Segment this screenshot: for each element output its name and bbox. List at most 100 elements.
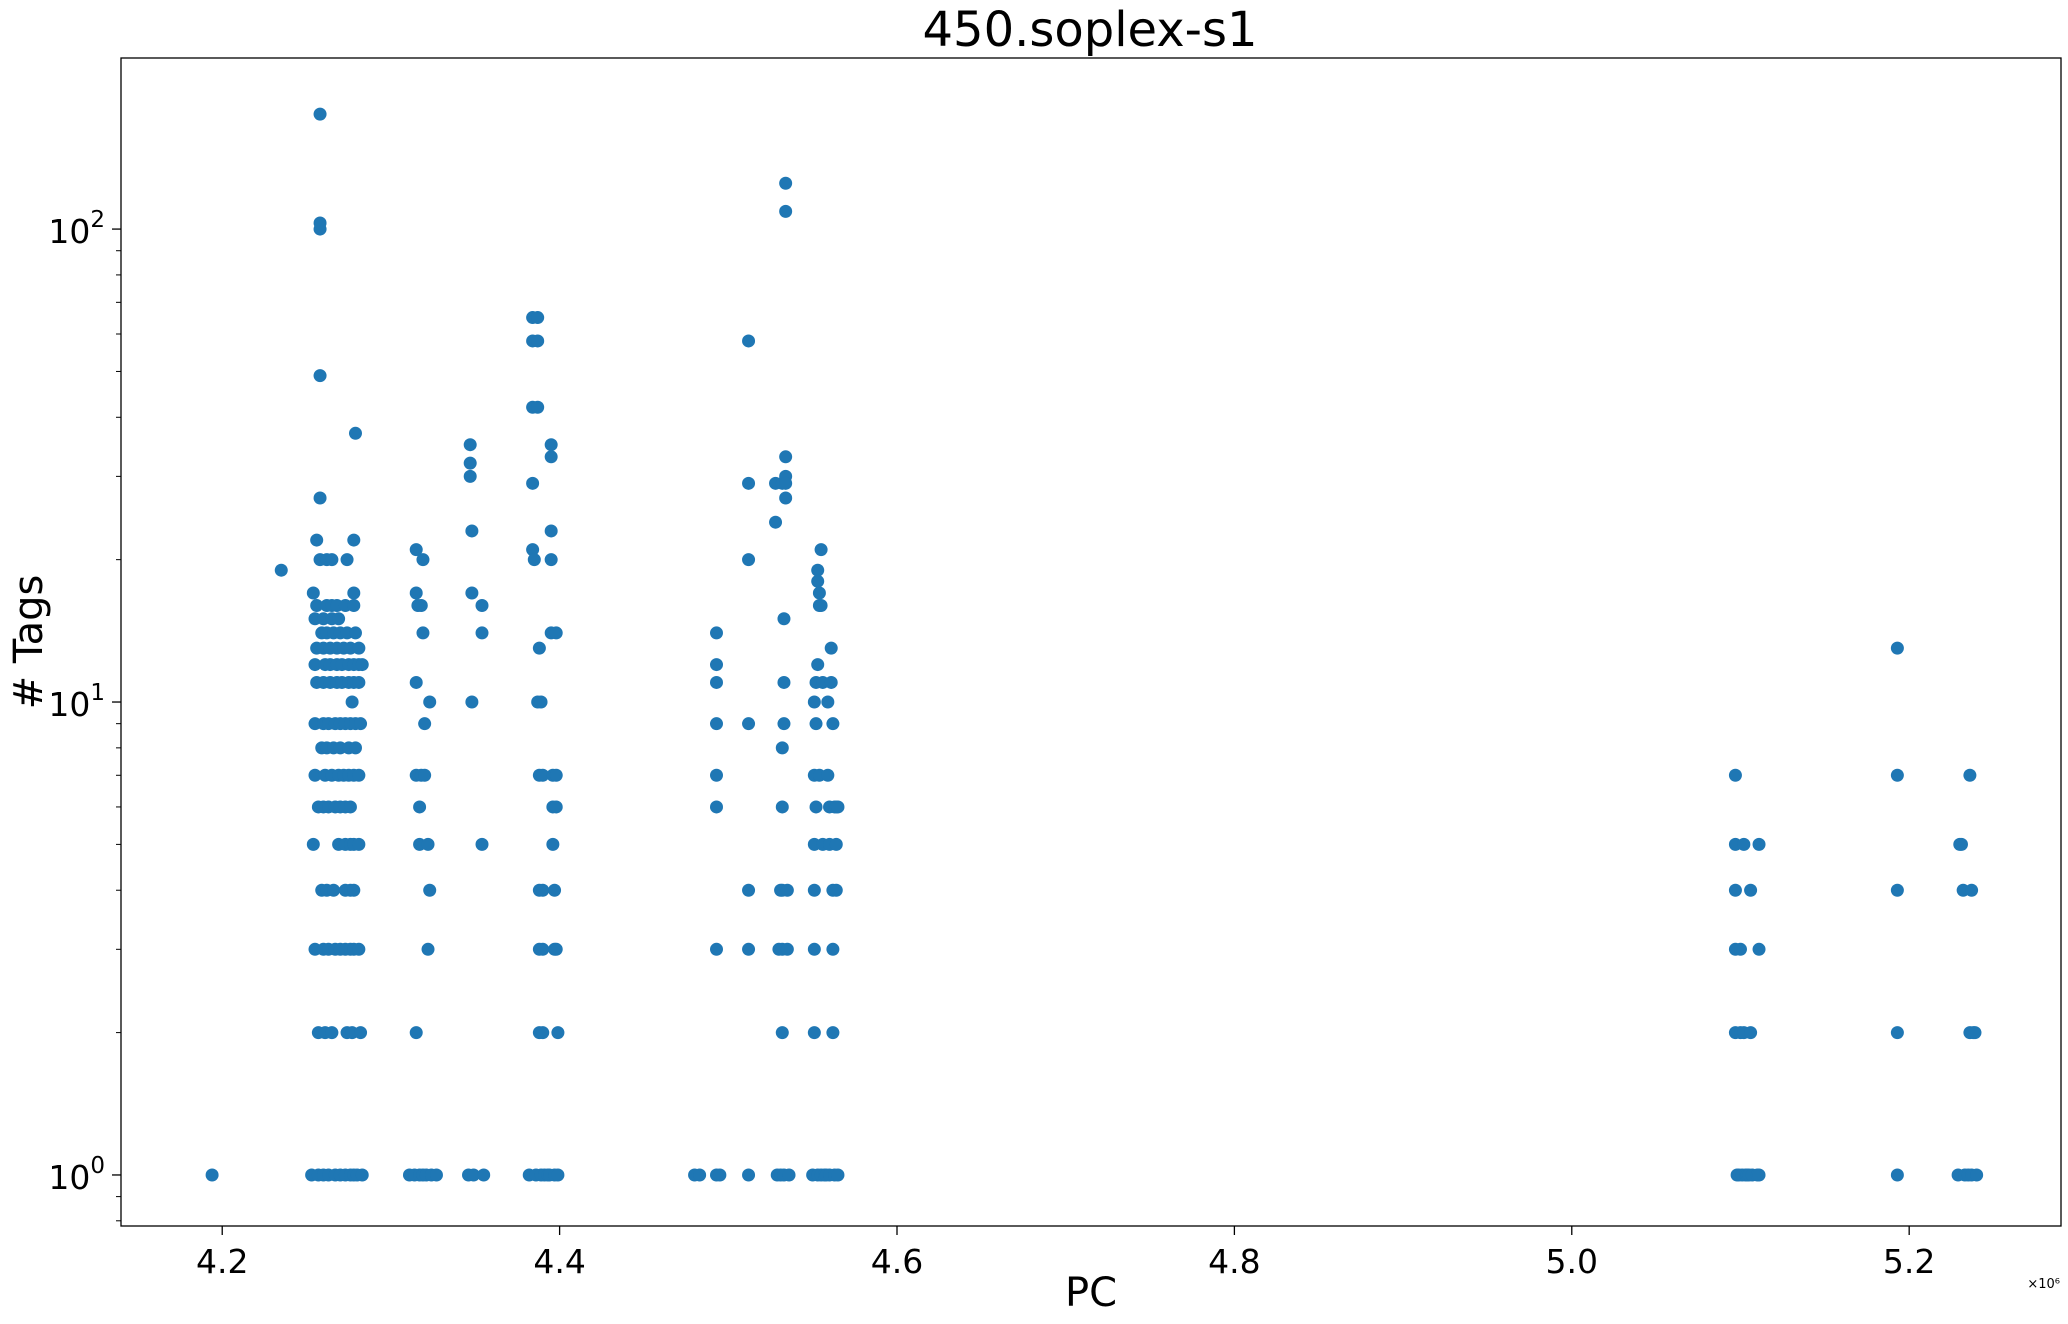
- x-tick-label: 4.6: [871, 1242, 923, 1281]
- data-point: [421, 942, 435, 956]
- data-point: [544, 553, 558, 567]
- data-point: [775, 1026, 789, 1040]
- data-point: [1968, 1026, 1982, 1040]
- data-point: [325, 553, 339, 567]
- data-point: [775, 800, 789, 814]
- data-point: [308, 768, 322, 782]
- data-point: [779, 491, 793, 505]
- data-point: [814, 598, 828, 612]
- data-point: [313, 491, 327, 505]
- data-point: [549, 800, 563, 814]
- data-point: [347, 883, 361, 897]
- data-point: [306, 837, 320, 851]
- data-point: [409, 543, 423, 557]
- data-point: [465, 524, 479, 538]
- y-tick-label: 101: [48, 680, 105, 724]
- data-point: [811, 658, 825, 672]
- data-point: [343, 800, 357, 814]
- data-point: [1737, 837, 1751, 851]
- data-point: [418, 717, 432, 731]
- data-point: [742, 717, 756, 731]
- data-point: [1963, 768, 1977, 782]
- data-point: [416, 626, 430, 640]
- data-point: [742, 476, 756, 490]
- data-point: [274, 563, 288, 577]
- data-point: [413, 800, 427, 814]
- data-point: [527, 553, 541, 567]
- data-point: [826, 717, 840, 731]
- data-point: [531, 311, 545, 325]
- data-point: [348, 741, 362, 755]
- data-point: [348, 426, 362, 440]
- data-point: [327, 883, 341, 897]
- data-point: [463, 469, 477, 483]
- data-point: [824, 675, 838, 689]
- data-point: [313, 369, 327, 383]
- data-point: [429, 1168, 443, 1182]
- data-point: [352, 837, 366, 851]
- data-point: [352, 768, 366, 782]
- data-point: [313, 216, 327, 230]
- data-point: [463, 456, 477, 470]
- x-tick-labels: 4.2 4.4 4.6 4.8 5.0 5.2: [196, 1242, 1935, 1281]
- data-point: [409, 1026, 423, 1040]
- data-point: [536, 942, 550, 956]
- data-point: [463, 438, 477, 452]
- data-point: [780, 883, 794, 897]
- data-point: [1728, 768, 1742, 782]
- data-point: [779, 450, 793, 464]
- data-point: [536, 883, 550, 897]
- data-point: [826, 1026, 840, 1040]
- data-point: [347, 533, 361, 547]
- data-point: [710, 717, 723, 731]
- data-point: [809, 800, 823, 814]
- data-point: [1954, 837, 1968, 851]
- x-offset-label: ×10⁶: [2027, 1277, 2060, 1292]
- data-point: [306, 586, 320, 600]
- data-point: [807, 883, 821, 897]
- data-point: [354, 1026, 368, 1040]
- data-point: [549, 768, 563, 782]
- data-point: [1752, 837, 1766, 851]
- data-point: [710, 626, 723, 640]
- x-tick-label: 5.2: [1883, 1242, 1935, 1281]
- data-point: [526, 543, 540, 557]
- data-point: [782, 1168, 796, 1182]
- y-minor-ticks: [116, 250, 121, 1222]
- data-point: [779, 476, 793, 490]
- x-tick-label: 4.2: [196, 1242, 248, 1281]
- data-point: [1744, 883, 1758, 897]
- data-point: [710, 800, 723, 814]
- data-point: [821, 695, 835, 709]
- data-point: [352, 641, 366, 655]
- data-point: [531, 400, 545, 414]
- data-point: [807, 1026, 821, 1040]
- data-point: [713, 1168, 727, 1182]
- data-point: [551, 1168, 565, 1182]
- data-point: [423, 883, 437, 897]
- data-point: [811, 563, 825, 577]
- data-point: [423, 695, 437, 709]
- data-point: [693, 1168, 707, 1182]
- data-point: [809, 717, 823, 731]
- data-point: [779, 176, 793, 190]
- data-point: [710, 658, 723, 672]
- axis-ticks: [112, 228, 1910, 1235]
- data-point: [1733, 942, 1747, 956]
- data-point: [814, 543, 828, 557]
- data-point: [1890, 1168, 1904, 1182]
- data-point: [780, 942, 794, 956]
- data-point: [355, 1168, 369, 1182]
- data-point: [532, 641, 546, 655]
- data-point: [742, 334, 756, 348]
- data-point: [536, 1026, 550, 1040]
- data-point: [779, 204, 793, 218]
- data-point: [205, 1168, 219, 1182]
- data-point: [710, 768, 723, 782]
- data-point: [347, 598, 361, 612]
- x-tick-label: 4.4: [533, 1242, 585, 1281]
- data-point: [526, 476, 540, 490]
- data-point: [742, 553, 756, 567]
- data-point: [308, 658, 322, 672]
